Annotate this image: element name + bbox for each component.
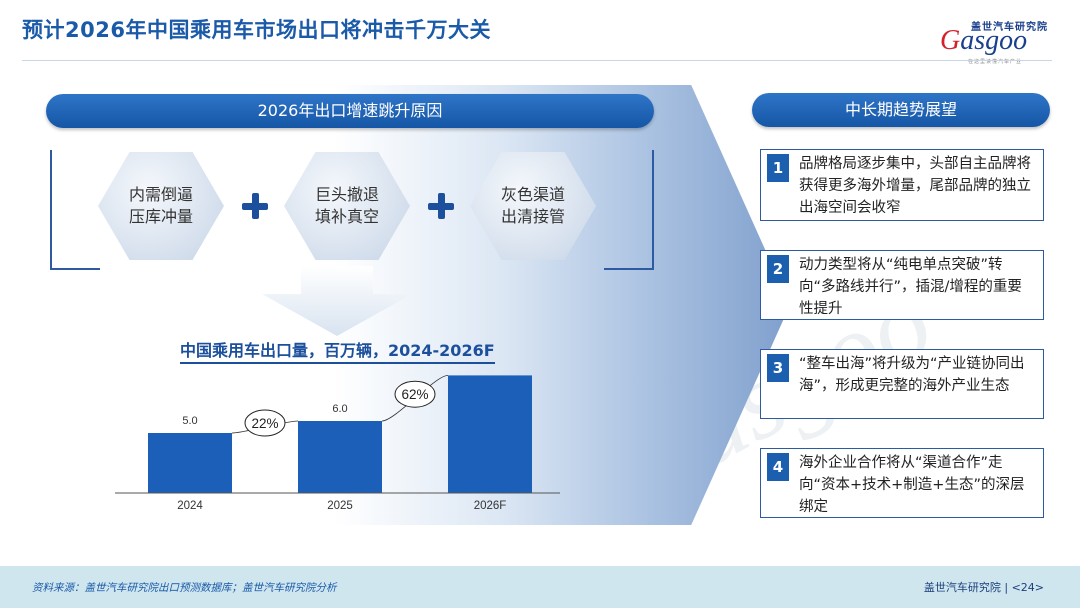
source-note: 资料来源：盖世汽车研究院出口预测数据库；盖世汽车研究院分析 [32, 582, 337, 594]
logo-wordmark: Gasgoo [940, 25, 1028, 56]
page-title: 预计2026年中国乘用车市场出口将冲击千万大关 [22, 18, 491, 42]
bar-value-label: 6.0 [332, 403, 347, 415]
bar-2024 [148, 433, 232, 493]
trend-text: 品牌格局逐步集中，头部自主品牌将获得更多海外增量，尾部品牌的独立出海空间会收窄 [799, 156, 1031, 216]
trend-number-badge: 3 [767, 354, 789, 382]
growth-rate-bubble [244, 409, 286, 437]
growth-rate-label: 62% [401, 387, 428, 402]
logo-org-name: 盖世汽车研究院 [971, 22, 1048, 33]
x-tick-label: 2026F [474, 500, 507, 512]
gasgoo-logo: 盖世汽车研究院 Gasgoo 在这里读懂汽车产业 [938, 18, 1050, 65]
trend-number-badge: 2 [767, 255, 789, 283]
trend-text: 海外企业合作将从“渠道合作”走向“资本+技术+制造+生态”的深层绑定 [799, 455, 1025, 515]
chart-title: 中国乘用车出口量，百万辆，2024-2026F [180, 337, 495, 364]
trend-item-3: 3 “整车出海”将升级为“产业链协同出海”，形成更完整的海外产业生态 [760, 349, 1044, 419]
x-tick-label: 2024 [177, 500, 203, 512]
trend-item-4: 4 海外企业合作将从“渠道合作”走向“资本+技术+制造+生态”的深层绑定 [760, 448, 1044, 518]
plus-icon [242, 193, 268, 219]
reasons-header-pill: 2026年出口增速跳升原因 [46, 94, 654, 128]
growth-rate-bubble [394, 380, 436, 408]
trend-item-1: 1 品牌格局逐步集中，头部自主品牌将获得更多海外增量，尾部品牌的独立出海空间会收… [760, 149, 1044, 221]
trend-text: “整车出海”将升级为“产业链协同出海”，形成更完整的海外产业生态 [799, 356, 1025, 394]
logo-slogan: 在这里读懂汽车产业 [968, 59, 1023, 65]
bar-value-label: 5.0 [182, 415, 197, 427]
title-divider [22, 60, 1052, 61]
page-number: <24> [1011, 581, 1044, 594]
x-tick-label: 2025 [327, 500, 353, 512]
reason-hexagon-1: 内需倒逼 压库冲量 [98, 152, 224, 260]
footer-org-page: 盖世汽车研究院 | <24> [924, 579, 1044, 595]
growth-rate-label: 22% [251, 416, 278, 431]
trends-header-pill: 中长期趋势展望 [752, 93, 1050, 127]
bracket-left [50, 150, 100, 270]
bar-2025 [298, 421, 382, 493]
trend-number-badge: 1 [767, 154, 789, 182]
reason-hexagon-3: 灰色渠道 出清接管 [470, 152, 596, 260]
footer-org: 盖世汽车研究院 [923, 581, 1001, 594]
trend-number-badge: 4 [767, 453, 789, 481]
bracket-right [604, 150, 654, 270]
footer-separator: | [1004, 581, 1012, 594]
footer-bar [0, 566, 1080, 608]
trend-item-2: 2 动力类型将从“纯电单点突破”转向“多路线并行”，插混/增程的重要性提升 [760, 250, 1044, 320]
bar-2026F [448, 375, 532, 493]
reason-hexagon-2: 巨头撤退 填补真空 [284, 152, 410, 260]
trend-text: 动力类型将从“纯电单点突破”转向“多路线并行”，插混/增程的重要性提升 [799, 257, 1022, 317]
plus-icon [428, 193, 454, 219]
